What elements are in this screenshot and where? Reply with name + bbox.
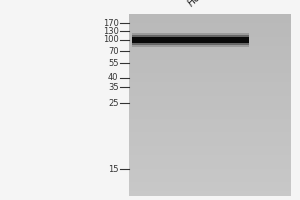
Bar	[129, 96, 291, 100]
Text: 15: 15	[108, 164, 119, 173]
Text: 35: 35	[108, 83, 119, 92]
Bar	[132, 37, 249, 43]
Text: 170: 170	[103, 19, 118, 27]
Bar	[129, 32, 291, 37]
Bar	[129, 105, 291, 110]
Bar	[129, 78, 291, 82]
Bar	[129, 169, 291, 173]
Bar	[129, 73, 291, 78]
Text: 70: 70	[108, 46, 119, 55]
Bar	[129, 155, 291, 160]
Bar	[129, 110, 291, 114]
Bar	[129, 60, 291, 64]
Bar	[129, 119, 291, 123]
Bar	[129, 146, 291, 151]
Bar	[129, 100, 291, 105]
Bar	[129, 28, 291, 32]
Text: 100: 100	[103, 36, 118, 45]
Bar	[129, 160, 291, 164]
Bar	[132, 35, 249, 45]
Bar	[129, 64, 291, 69]
Bar	[129, 164, 291, 169]
Bar	[129, 23, 291, 28]
Bar	[129, 82, 291, 87]
Bar	[129, 173, 291, 178]
Bar	[129, 41, 291, 46]
Bar	[129, 191, 291, 196]
Bar	[129, 114, 291, 119]
Text: 130: 130	[103, 26, 118, 36]
Bar	[129, 46, 291, 50]
Bar	[129, 151, 291, 155]
Bar	[129, 37, 291, 41]
Bar	[129, 14, 291, 19]
Text: 40: 40	[108, 73, 119, 82]
Text: 25: 25	[108, 98, 119, 108]
Bar	[129, 19, 291, 23]
Bar	[129, 178, 291, 182]
Bar	[129, 69, 291, 73]
Bar	[129, 87, 291, 91]
Bar	[129, 187, 291, 191]
Bar	[129, 123, 291, 128]
Bar	[129, 14, 291, 196]
Bar	[129, 141, 291, 146]
Bar	[129, 91, 291, 96]
Text: 55: 55	[108, 58, 119, 68]
Bar	[129, 55, 291, 60]
Bar	[129, 128, 291, 132]
Bar	[129, 50, 291, 55]
Text: HeLa: HeLa	[186, 0, 211, 8]
Bar	[129, 182, 291, 187]
Bar	[132, 33, 249, 47]
Bar	[129, 132, 291, 137]
Bar	[129, 137, 291, 141]
